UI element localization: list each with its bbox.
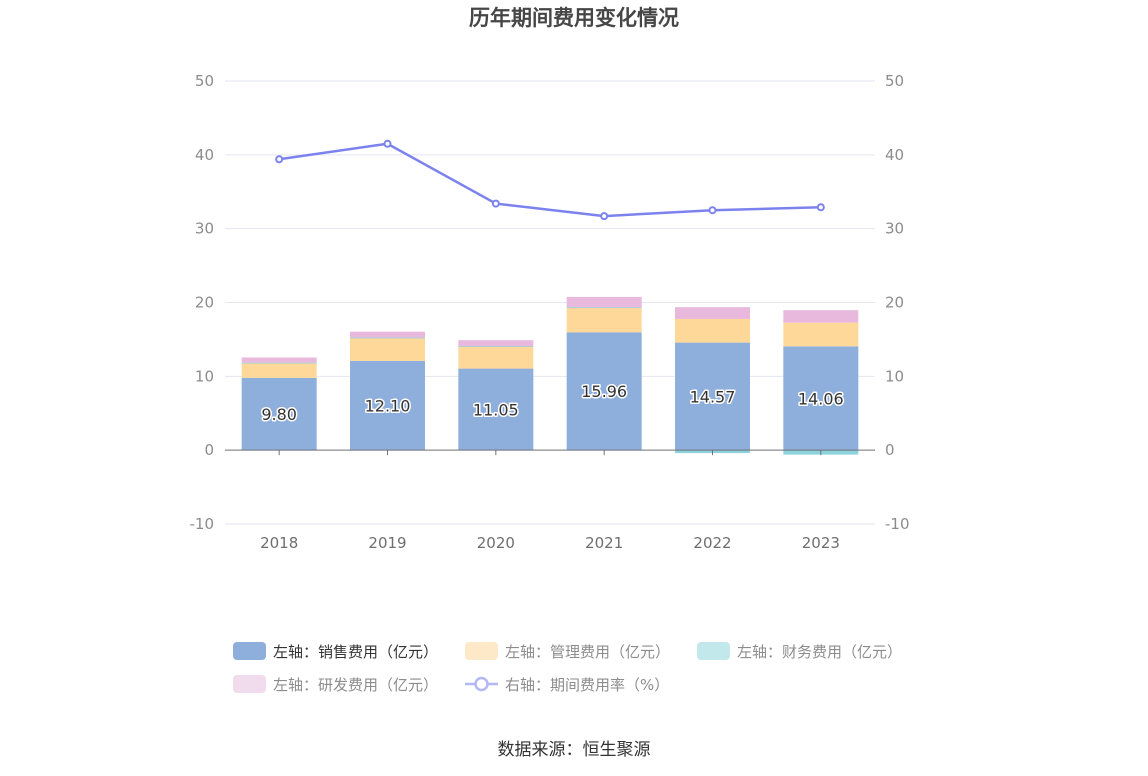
legend-swatch [233,642,266,660]
legend-label: 左轴：研发费用（亿元） [273,676,438,694]
left-axis-tick: 10 [195,367,214,385]
bar-segment-2[interactable] [241,362,317,364]
left-axis-tick: 40 [195,146,214,164]
chart-title: 历年期间费用变化情况 [469,6,679,30]
right-axis-tick: 40 [885,146,904,164]
right-axis-tick: 50 [885,72,904,90]
x-axis-label: 2023 [802,534,840,552]
grid-lines [225,80,875,525]
legend-label: 右轴：期间费用率（%） [505,676,669,694]
rate-point[interactable] [708,206,717,215]
bar-segment-1[interactable] [241,363,317,378]
x-axis-label: 2021 [585,534,623,552]
rate-point[interactable] [383,139,392,148]
bar-value-label: 15.96 [581,382,627,401]
legend-label: 左轴：管理费用（亿元） [505,643,670,661]
legend-item[interactable]: 左轴：管理费用（亿元） [465,642,670,661]
right-axis-tick: 30 [885,220,904,238]
bar-segment-3[interactable] [458,340,534,347]
right-axis-tick: 20 [885,294,904,312]
rate-point[interactable] [816,203,825,212]
legend-item[interactable]: 左轴：研发费用（亿元） [233,675,438,694]
bar-segment-0[interactable] [675,342,750,451]
bar-segment-3[interactable] [675,307,750,319]
stacked-bars [241,296,859,455]
bar-segment-0[interactable] [566,332,642,451]
bar-segment-0[interactable] [350,360,425,451]
x-axis-label: 2018 [260,534,298,552]
bar-value-label: 9.80 [261,405,297,424]
legend-swatch [465,642,498,660]
x-axis-label: 2019 [368,534,406,552]
legend-label: 左轴：销售费用（亿元） [273,643,438,661]
left-axis-tick: 50 [195,72,214,90]
legend-label: 左轴：财务费用（亿元） [737,643,902,661]
bar-value-label: 14.57 [690,387,736,406]
left-axis-tick: -10 [190,515,215,533]
bar-segment-1[interactable] [783,322,859,347]
x-axis-label: 2020 [477,534,515,552]
rate-point[interactable] [275,155,284,164]
bar-value-label: 14.06 [798,389,844,408]
bar-segment-1[interactable] [566,307,642,333]
bar-segment-3[interactable] [350,331,425,338]
bar-segment-3[interactable] [566,296,642,308]
bar-segment-0[interactable] [458,368,534,451]
right-axis-tick: 0 [885,441,895,459]
legend[interactable]: 左轴：销售费用（亿元） 左轴：管理费用（亿元） 左轴：财务费用（亿元） 左轴：研发费用… [233,642,902,694]
bar-segment-3[interactable] [783,310,859,323]
bar-segment-2[interactable] [458,346,534,347]
rate-point[interactable] [491,199,500,208]
bar-segment-0[interactable] [241,377,317,451]
rate-line [278,142,821,218]
bar-segment-0[interactable] [783,346,859,451]
left-axis-tick: 30 [195,220,214,238]
bar-segment-2[interactable] [566,307,642,309]
legend-swatch [233,675,266,693]
data-source: 数据来源：恒生聚源 [498,740,651,760]
right-axis: -10 0 10 20 30 40 50 [885,72,910,533]
right-axis-tick: -10 [885,515,910,533]
left-axis: -10 0 10 20 30 40 50 [190,72,215,533]
left-axis-tick: 20 [195,294,214,312]
legend-swatch-marker [474,676,489,692]
legend-item[interactable]: 左轴：财务费用（亿元） [697,642,902,661]
right-axis-tick: 10 [885,367,904,385]
x-axis-label: 2022 [693,534,731,552]
left-axis-tick: 0 [204,441,214,459]
legend-item[interactable]: 左轴：销售费用（亿元） [233,642,438,661]
bar-segment-2[interactable] [350,337,425,339]
bar-value-labels: 9.80 12.10 11.05 15.96 14.57 14.06 [260,381,845,426]
legend-swatch [697,642,730,660]
bar-segment-3[interactable] [241,357,317,363]
bar-value-label: 12.10 [365,396,411,415]
x-axis: 2018 2019 2020 2021 2022 2023 [225,449,875,552]
bar-segment-1[interactable] [350,337,425,361]
legend-item[interactable]: 右轴：期间费用率（%） [465,676,669,694]
bar-value-label: 11.05 [473,400,519,419]
expense-rate-line [275,139,825,221]
bar-segment-1[interactable] [675,318,750,343]
rate-point[interactable] [600,212,609,221]
bar-segment-1[interactable] [458,346,534,369]
